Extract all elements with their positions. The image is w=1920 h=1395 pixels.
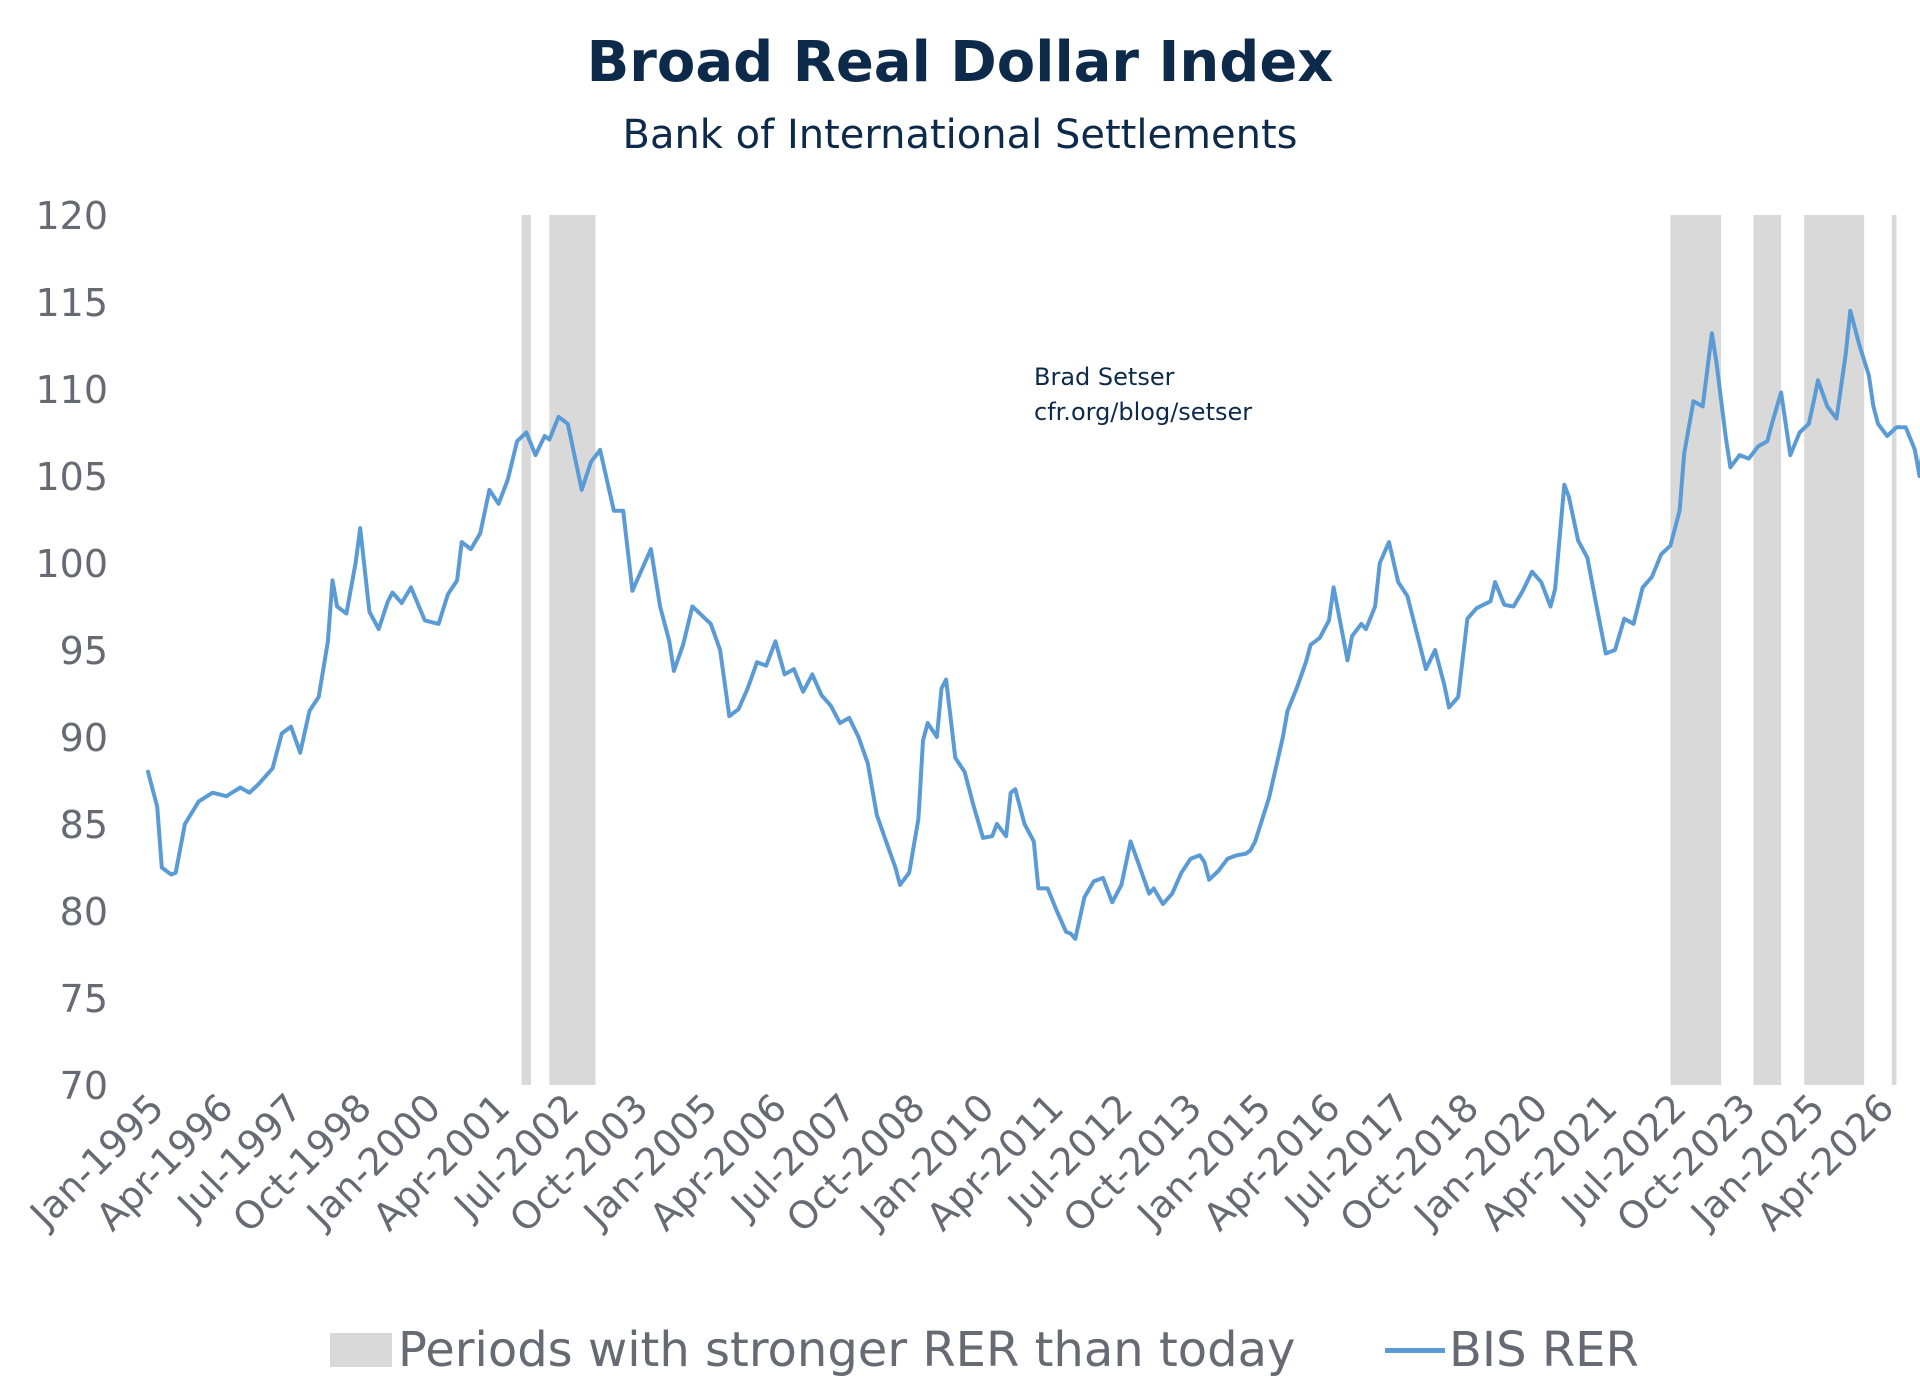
y-tick-label: 85 bbox=[60, 803, 108, 847]
annotation-author: Brad Setser bbox=[1034, 363, 1175, 391]
x-axis-ticks: Jan-1995Apr-1996Jul-1997Oct-1998Jan-2000… bbox=[20, 1085, 1902, 1241]
legend-label-shaded: Periods with stronger RER than today bbox=[398, 1322, 1296, 1378]
y-tick-label: 75 bbox=[60, 977, 108, 1021]
shaded-period bbox=[1804, 215, 1865, 1085]
shaded-periods bbox=[521, 215, 1897, 1085]
legend-swatch-line bbox=[1385, 1347, 1445, 1353]
y-tick-label: 90 bbox=[60, 716, 108, 760]
legend-item-line: BIS RER bbox=[1385, 1320, 1639, 1380]
y-tick-label: 120 bbox=[35, 194, 108, 238]
shaded-period bbox=[549, 215, 596, 1085]
shaded-period bbox=[1891, 215, 1897, 1085]
y-tick-label: 105 bbox=[35, 455, 108, 499]
chart-title: Broad Real Dollar Index bbox=[586, 30, 1334, 95]
y-tick-label: 80 bbox=[60, 890, 108, 934]
y-tick-label: 95 bbox=[60, 629, 108, 673]
shaded-period bbox=[1670, 215, 1722, 1085]
legend-swatch-shaded bbox=[330, 1333, 392, 1367]
chart-subtitle: Bank of International Settlements bbox=[622, 112, 1298, 158]
y-axis-ticks: 70 75 80 85 90 95 100 105 110 115 120 bbox=[35, 194, 108, 1108]
legend-item-shaded: Periods with stronger RER than today bbox=[330, 1320, 1295, 1380]
y-tick-label: 115 bbox=[35, 281, 108, 325]
annotation-url: cfr.org/blog/setser bbox=[1034, 398, 1252, 426]
series-layer bbox=[146, 308, 1920, 941]
shaded-period bbox=[521, 215, 531, 1085]
y-tick-label: 110 bbox=[35, 368, 108, 412]
y-tick-label: 100 bbox=[35, 542, 108, 586]
series-line-bis-rer bbox=[146, 308, 1920, 941]
y-tick-label: 70 bbox=[60, 1064, 108, 1108]
legend-label-line: BIS RER bbox=[1449, 1322, 1639, 1378]
shaded-period bbox=[1753, 215, 1782, 1085]
